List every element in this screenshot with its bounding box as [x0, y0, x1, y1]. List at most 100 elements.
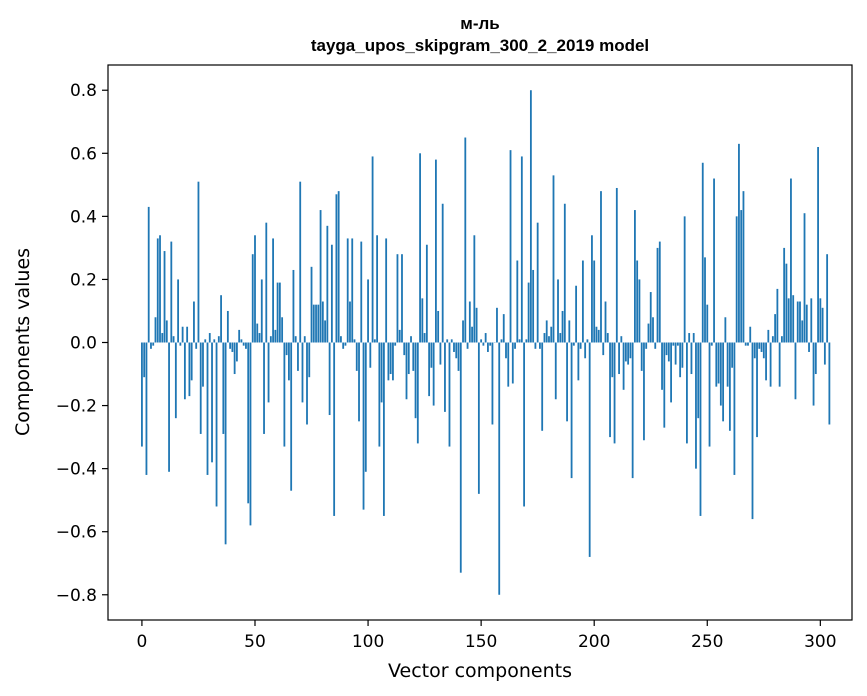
bar-34 [217, 336, 220, 343]
bar-174 [534, 342, 537, 349]
bar-235 [672, 342, 675, 346]
bar-287 [790, 178, 792, 343]
bar-300 [819, 298, 822, 343]
y-axis-label: Components values [12, 248, 34, 436]
bar-146 [471, 326, 473, 343]
bar-141 [459, 342, 462, 573]
bar-183 [554, 342, 557, 400]
bar-28 [204, 339, 207, 343]
bar-187 [563, 203, 566, 343]
y-tick-label: −0.8 [56, 586, 97, 606]
bar-244 [692, 333, 695, 343]
bar-205 [604, 301, 607, 343]
x-tick-label: 200 [578, 632, 610, 652]
bar-59 [274, 329, 277, 343]
bar-290 [796, 301, 799, 343]
bar-65 [288, 342, 290, 381]
bar-9 [161, 333, 164, 343]
bar-62 [281, 317, 284, 343]
bar-238 [679, 342, 682, 378]
bar-85 [333, 342, 336, 516]
chart-title: м-ль tayga_upos_skipgram_300_2_2019 mode… [311, 14, 649, 55]
bar-124 [421, 298, 424, 343]
bar-143 [464, 137, 467, 343]
bar-52 [258, 333, 261, 343]
bar-128 [430, 342, 433, 368]
x-tick-label: 0 [137, 632, 148, 652]
bar-214 [624, 342, 627, 362]
bar-224 [647, 323, 650, 343]
bar-182 [552, 175, 555, 343]
bar-142 [462, 320, 464, 343]
bar-269 [749, 326, 752, 343]
bar-197 [586, 339, 589, 343]
bar-63 [283, 342, 286, 447]
bar-90 [344, 342, 347, 346]
bar-71 [301, 342, 304, 403]
bar-172 [529, 90, 532, 343]
bar-193 [577, 342, 580, 381]
bar-268 [747, 342, 749, 346]
bar-291 [799, 301, 801, 343]
bar-10 [163, 251, 166, 343]
bar-38 [226, 310, 229, 343]
bar-13 [170, 241, 173, 343]
bar-36 [222, 342, 225, 434]
bar-192 [575, 285, 578, 343]
bar-132 [439, 342, 442, 365]
bar-139 [455, 342, 458, 359]
bar-285 [785, 263, 788, 343]
bar-196 [584, 342, 587, 359]
bar-201 [595, 326, 598, 343]
bar-166 [516, 260, 519, 343]
bar-8 [159, 235, 161, 343]
bar-12 [168, 342, 170, 472]
bar-283 [780, 336, 783, 343]
bar-99 [364, 342, 367, 472]
plot-frame [107, 64, 853, 621]
bar-155 [491, 342, 494, 425]
bar-129 [432, 342, 435, 406]
bar-220 [638, 279, 641, 343]
bar-42 [236, 342, 238, 362]
bar-189 [568, 320, 571, 343]
bar-101 [369, 342, 372, 368]
bar-43 [238, 329, 241, 343]
y-tick-label: 0.8 [70, 81, 97, 101]
bar-144 [466, 342, 469, 349]
bar-140 [457, 342, 460, 371]
bar-162 [507, 342, 510, 387]
bar-213 [622, 342, 625, 390]
bar-88 [340, 336, 342, 343]
bar-258 [724, 317, 727, 343]
bar-186 [561, 310, 564, 343]
bar-39 [229, 342, 232, 349]
bar-11 [165, 320, 168, 343]
bar-70 [299, 181, 302, 343]
bar-272 [756, 342, 758, 438]
bar-125 [423, 333, 426, 343]
bar-23 [193, 301, 195, 343]
bar-22 [190, 342, 193, 381]
bar-40 [231, 342, 234, 352]
bar-53 [260, 279, 263, 343]
bar-154 [489, 342, 492, 346]
bar-67 [292, 269, 295, 343]
bar-147 [473, 235, 476, 343]
bar-208 [611, 342, 614, 378]
bar-177 [541, 342, 544, 431]
bar-109 [387, 342, 390, 381]
bar-185 [559, 333, 562, 343]
bar-15 [174, 342, 177, 419]
bar-97 [360, 241, 363, 343]
bar-293 [803, 213, 806, 343]
bar-73 [306, 342, 308, 425]
bar-136 [448, 342, 451, 447]
bar-149 [477, 342, 480, 494]
title-line-2: tayga_upos_skipgram_300_2_2019 model [311, 36, 649, 55]
bar-246 [697, 342, 700, 419]
bar-113 [396, 254, 399, 343]
bar-251 [708, 342, 711, 447]
bar-100 [367, 279, 369, 343]
bar-194 [579, 342, 582, 349]
